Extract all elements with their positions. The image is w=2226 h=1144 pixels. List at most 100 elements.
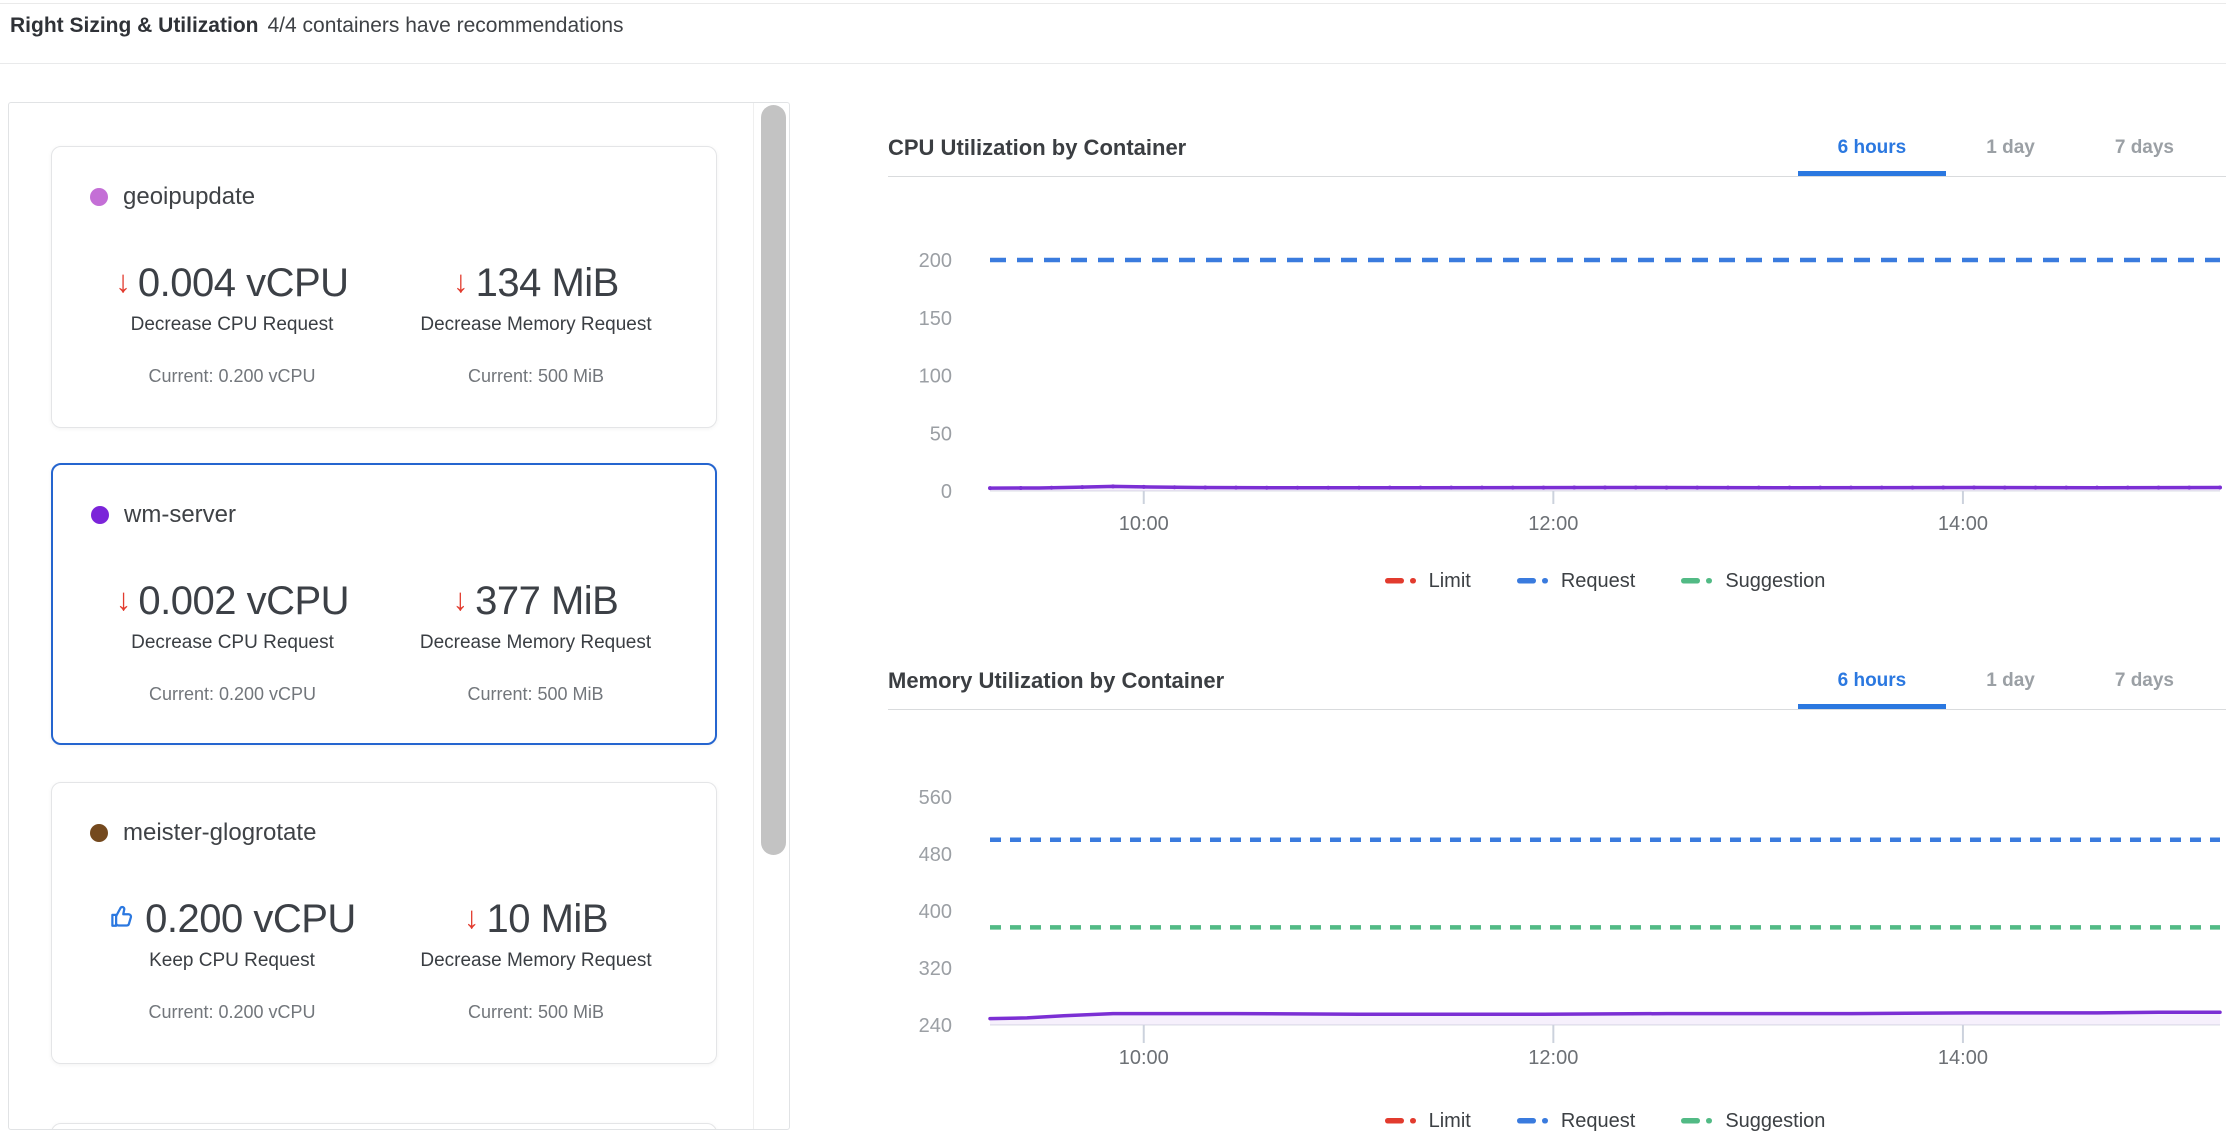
memory-action-label: Decrease Memory Request (419, 632, 652, 653)
cpu-recommended-value: 0.200 vCPU (145, 897, 356, 941)
container-card-wm-server[interactable]: wm-server ↓ 0.002 vCPU Decrease CPU Requ… (51, 463, 717, 745)
memory-time-range-tabs: 6 hours 1 day 7 days (1798, 653, 2226, 709)
container-name: geoipupdate (123, 183, 256, 210)
tab-7-days[interactable]: 7 days (2114, 670, 2174, 691)
memory-recommendation: ↓ 134 MiB Decrease Memory Request Curren… (384, 261, 688, 387)
legend-item-suggestion[interactable]: Suggestion (1681, 1110, 1825, 1133)
recommendations-row: ↓ 0.002 vCPU Decrease CPU Request Curren… (81, 579, 687, 705)
container-name: meister-glogrotate (123, 819, 317, 846)
decrease-arrow-icon: ↓ (115, 582, 132, 617)
legend-item-suggestion[interactable]: Suggestion (1681, 570, 1825, 593)
decrease-arrow-icon: ↓ (452, 582, 469, 617)
container-card-partial[interactable] (51, 1123, 717, 1129)
memory-recommended-value: 10 MiB (486, 897, 609, 941)
memory-chart-legend: Limit Request Suggestion (990, 1106, 2220, 1136)
cpu-action-label: Decrease CPU Request (130, 314, 334, 335)
suggestion-line-swatch (1681, 578, 1713, 584)
decrease-arrow-icon: ↓ (464, 900, 480, 935)
tab-1-day[interactable]: 1 day (1986, 670, 2035, 691)
cpu-section-header: CPU Utilization by Container 6 hours 1 d… (888, 120, 2226, 177)
legend-item-limit[interactable]: Limit (1384, 569, 1471, 593)
tab-6-hours[interactable]: 6 hours (1798, 120, 1947, 176)
legend-item-request[interactable]: Request (1516, 569, 1636, 593)
container-color-dot (90, 824, 108, 842)
svg-text:12:00: 12:00 (1528, 1047, 1578, 1069)
page-subtitle: 4/4 containers have recommendations (267, 14, 624, 37)
legend-item-limit[interactable]: Limit (1384, 1110, 1471, 1133)
cpu-chart-svg: 10:00 12:00 14:00 0 50 100 150 200 (919, 250, 2222, 535)
memory-current-label: Current: 500 MiB (467, 366, 605, 386)
svg-text:10:00: 10:00 (1119, 1047, 1169, 1069)
container-name: wm-server (124, 501, 236, 528)
cpu-action-label: Decrease CPU Request (131, 632, 334, 653)
top-divider (0, 3, 2226, 4)
container-name-row: wm-server (91, 501, 687, 529)
request-line-swatch (1516, 1118, 1548, 1124)
header-divider (0, 63, 2226, 64)
svg-text:12:00: 12:00 (1528, 513, 1578, 535)
legend-label: Suggestion (1725, 569, 1826, 592)
svg-text:240: 240 (919, 1015, 952, 1037)
legend-item-request[interactable]: Request (1516, 1109, 1636, 1133)
memory-recommendation: ↓ 10 MiB Decrease Memory Request Current… (384, 897, 688, 1023)
legend-label: Request (1560, 569, 1636, 592)
svg-text:14:00: 14:00 (1938, 1047, 1988, 1069)
decrease-arrow-icon: ↓ (453, 264, 469, 299)
svg-text:0: 0 (941, 481, 952, 503)
tab-1-day[interactable]: 1 day (1986, 137, 2035, 158)
container-color-dot (90, 188, 108, 206)
memory-current-label: Current: 500 MiB (467, 684, 604, 704)
cpu-recommended-value: 0.002 vCPU (138, 579, 350, 623)
svg-text:50: 50 (930, 423, 952, 445)
svg-text:200: 200 (919, 250, 952, 272)
cpu-chart-legend: Limit Request Suggestion (990, 566, 2220, 596)
legend-label: Suggestion (1725, 1109, 1826, 1132)
page-title: Right Sizing & Utilization (10, 14, 259, 37)
memory-recommendation: ↓ 377 MiB Decrease Memory Request Curren… (384, 579, 687, 705)
svg-text:10:00: 10:00 (1119, 513, 1169, 535)
container-card-geoipupdate[interactable]: geoipupdate ↓ 0.004 vCPU Decrease CPU Re… (51, 146, 717, 428)
svg-text:400: 400 (919, 901, 952, 923)
container-list-panel: geoipupdate ↓ 0.004 vCPU Decrease CPU Re… (8, 102, 790, 1130)
recommendations-row: ↓ 0.004 vCPU Decrease CPU Request Curren… (80, 261, 688, 387)
svg-text:100: 100 (919, 366, 952, 388)
container-color-dot (91, 506, 109, 524)
legend-label: Request (1560, 1109, 1636, 1132)
svg-text:480: 480 (919, 844, 952, 866)
request-line-swatch (1516, 578, 1548, 584)
container-name-row: geoipupdate (90, 183, 688, 211)
recommendations-row: 0.200 vCPU Keep CPU Request Current: 0.2… (80, 897, 688, 1023)
legend-label: Limit (1428, 569, 1471, 592)
memory-action-label: Decrease Memory Request (420, 950, 652, 971)
decrease-arrow-icon: ↓ (115, 264, 131, 299)
cpu-recommendation: ↓ 0.004 vCPU Decrease CPU Request Curren… (80, 261, 384, 387)
memory-recommended-value: 134 MiB (475, 261, 620, 305)
container-name-row: meister-glogrotate (90, 819, 688, 847)
cpu-time-range-tabs: 6 hours 1 day 7 days (1798, 120, 2226, 176)
cpu-recommended-value: 0.004 vCPU (137, 261, 349, 305)
scrollbar-thumb[interactable] (761, 105, 786, 855)
cpu-current-label: Current: 0.200 vCPU (148, 684, 317, 704)
memory-section-header: Memory Utilization by Container 6 hours … (888, 653, 2226, 710)
limit-line-swatch (1384, 1118, 1416, 1124)
cpu-chart-title: CPU Utilization by Container (888, 135, 1187, 160)
cpu-current-label: Current: 0.200 vCPU (148, 366, 316, 386)
memory-recommended-value: 377 MiB (475, 579, 619, 623)
svg-text:150: 150 (919, 308, 952, 330)
cpu-recommendation: 0.200 vCPU Keep CPU Request Current: 0.2… (80, 897, 384, 1023)
tab-6-hours[interactable]: 6 hours (1798, 653, 1947, 709)
page-header: Right Sizing & Utilization 4/4 container… (10, 14, 624, 38)
thumbs-up-icon (111, 905, 133, 927)
memory-action-label: Decrease Memory Request (420, 314, 652, 335)
suggestion-line-swatch (1681, 1118, 1713, 1124)
limit-line-swatch (1384, 578, 1416, 584)
container-card-meister-glogrotate[interactable]: meister-glogrotate 0.200 vCPU Keep CPU R… (51, 782, 717, 1064)
memory-chart-svg: 10:00 12:00 14:00 240 320 400 480 560 (919, 787, 2222, 1069)
scrollbar-track-divider (753, 103, 754, 1129)
cpu-recommendation: ↓ 0.002 vCPU Decrease CPU Request Curren… (81, 579, 384, 705)
cpu-current-label: Current: 0.200 vCPU (148, 1002, 316, 1022)
svg-text:14:00: 14:00 (1938, 513, 1988, 535)
memory-chart-title: Memory Utilization by Container (888, 668, 1225, 693)
tab-7-days[interactable]: 7 days (2114, 137, 2174, 158)
